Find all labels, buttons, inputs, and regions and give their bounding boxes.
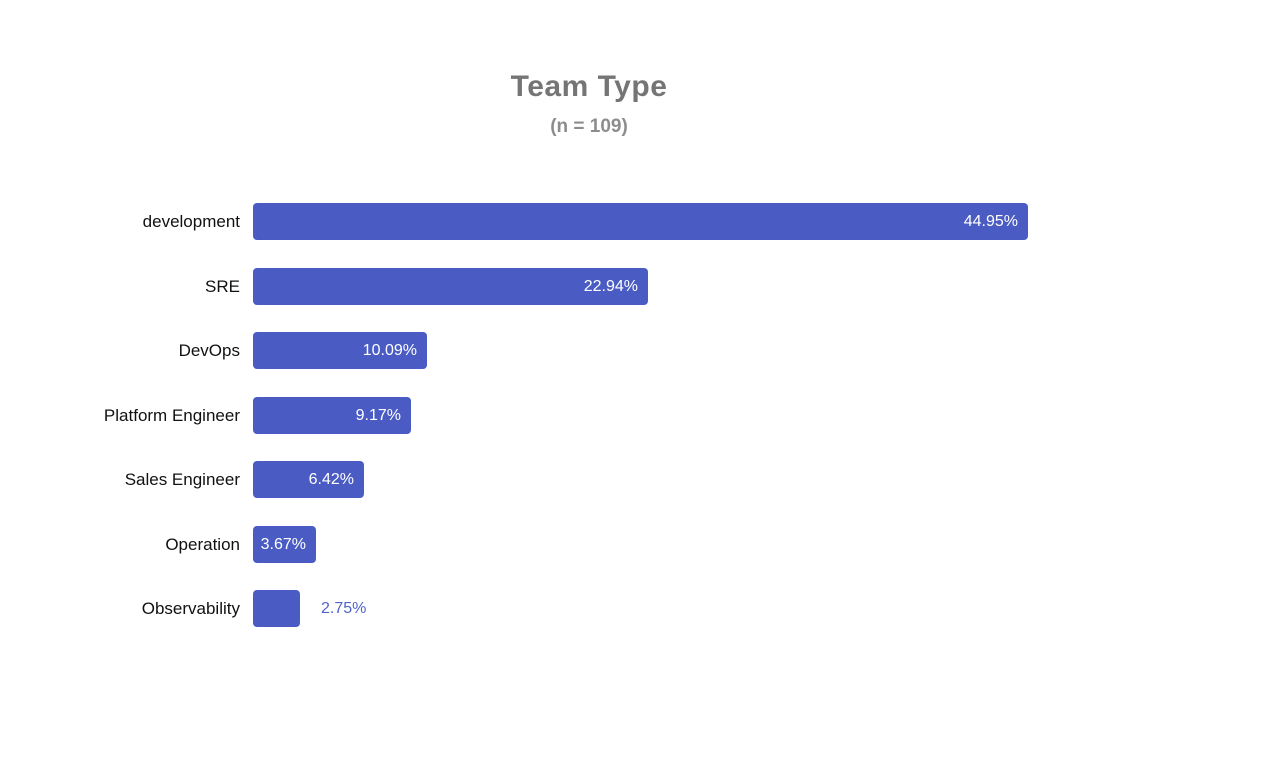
bar-platform-engineer: 9.17%	[253, 396, 411, 434]
category-label: Platform Engineer	[103, 405, 240, 425]
category-label: DevOps	[178, 341, 240, 360]
bar-sre: 22.94%	[253, 267, 648, 305]
category-label: SRE	[205, 276, 240, 296]
category-label: Operation	[165, 534, 240, 554]
bar-development: 44.95%	[253, 203, 1028, 240]
value-label: 44.95%	[963, 213, 1018, 230]
chart-title: Team Type	[510, 70, 668, 103]
bar-row: Sales Engineer 6.42%	[0, 461, 1284, 498]
value-label: 3.67%	[260, 535, 306, 553]
bar-devops: 10.09%	[253, 332, 427, 369]
category-label: development	[142, 212, 240, 231]
value-label: 2.75%	[321, 600, 367, 617]
category-label: Sales Engineer	[124, 470, 240, 489]
value-label: 9.17%	[355, 406, 401, 424]
bar-observability	[253, 590, 300, 627]
category-label: Observability	[141, 599, 240, 618]
chart-subtitle: (n = 109)	[550, 116, 628, 137]
value-label: 22.94%	[583, 277, 638, 295]
value-label: 6.42%	[308, 471, 354, 488]
bar-row: Operation 3.67%	[0, 525, 1284, 563]
bar-row: Observability 2.75%	[0, 590, 1284, 627]
bar-row: SRE 22.94%	[0, 267, 1284, 305]
bar-rows: development 44.95% SRE 22.94% DevOps 10.09% Pl…	[0, 203, 1284, 673]
bar-sales-engineer: 6.42%	[253, 461, 364, 498]
bar-row: development 44.95%	[0, 203, 1284, 240]
bar-row: Platform Engineer 9.17%	[0, 396, 1284, 434]
value-label: 10.09%	[362, 342, 417, 359]
bar-operation: 3.67%	[253, 525, 316, 563]
bar-row: DevOps 10.09%	[0, 332, 1284, 369]
